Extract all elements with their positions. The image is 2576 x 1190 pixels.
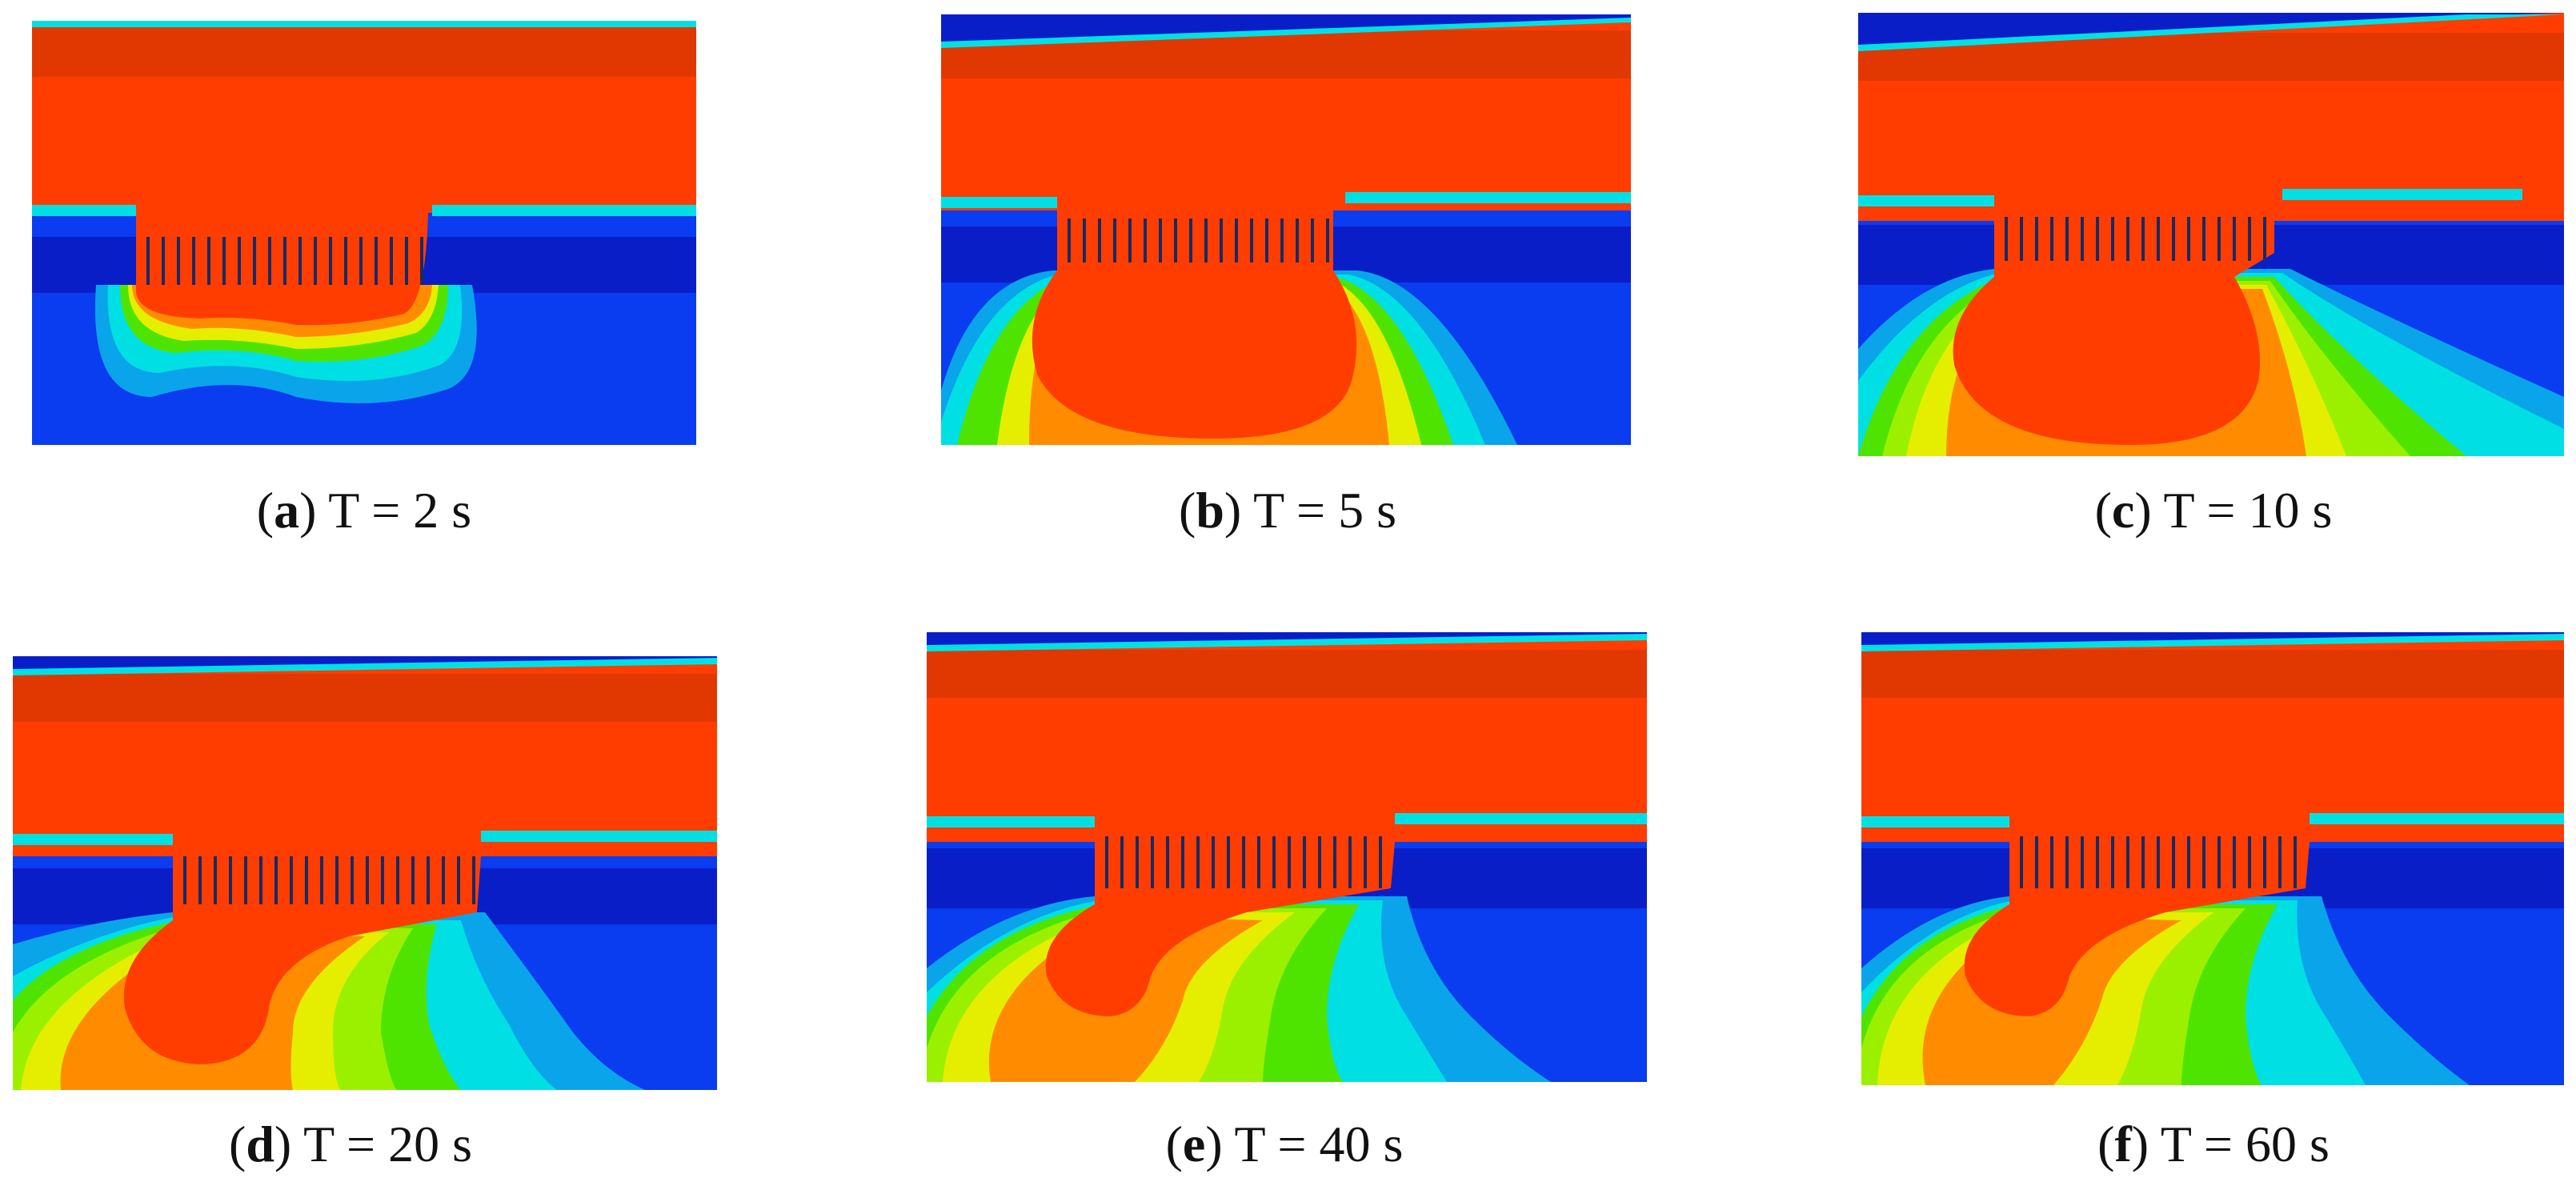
surface-cyan — [1861, 634, 2564, 651]
left-ground-strip — [941, 197, 1057, 208]
pile-array — [1105, 836, 1382, 888]
right-ground-strip — [1395, 813, 1647, 824]
surface-cyan — [927, 634, 1647, 651]
panel-b — [941, 14, 1631, 445]
dark-layer — [927, 650, 1647, 698]
panel-c — [1858, 13, 2564, 456]
contour-plot-d — [13, 656, 717, 1090]
left-ground-strip — [1858, 195, 1994, 206]
plume-core — [1032, 210, 1357, 439]
left-ground-strip — [13, 834, 173, 845]
left-ground-strip — [927, 816, 1095, 827]
panel-d — [13, 656, 717, 1090]
contour-plot-c — [1858, 13, 2564, 456]
contour-plot-f — [1861, 632, 2564, 1085]
pile-array — [2020, 836, 2297, 888]
caption-f: (f) T = 60 s — [2097, 1116, 2330, 1172]
pile-array — [146, 237, 423, 285]
contour-plot-a — [32, 21, 696, 445]
surface-strip — [1858, 13, 2564, 49]
plume-core — [1045, 842, 1395, 1016]
plume-core — [123, 856, 481, 1064]
dark-layer — [1861, 650, 2564, 698]
contour-plot-e — [927, 632, 1647, 1082]
right-ground-strip — [481, 831, 717, 842]
caption-c: (c) T = 10 s — [2094, 482, 2333, 539]
right-ground-strip — [2310, 813, 2564, 824]
right-ground-strip — [2282, 189, 2522, 200]
caption-b: (b) T = 5 s — [1179, 482, 1396, 539]
surface-cyan — [1858, 14, 2564, 51]
panel-a — [32, 21, 696, 445]
caption-a: (a) T = 2 s — [256, 482, 472, 539]
dark-layer — [13, 674, 717, 722]
right-ground-strip — [432, 205, 696, 216]
pile-array — [1068, 218, 1329, 262]
caption-e: (e) T = 40 s — [1165, 1116, 1404, 1172]
left-ground-strip — [32, 205, 136, 216]
surface-strip — [32, 21, 696, 27]
right-ground-strip — [1345, 192, 1631, 203]
surface-cyan — [13, 658, 717, 675]
caption-d: (d) T = 20 s — [229, 1116, 472, 1172]
pile-array — [2005, 217, 2266, 261]
contour-plot-b — [941, 14, 1631, 445]
plume-core — [1953, 221, 2274, 445]
left-ground-strip — [1861, 816, 2009, 827]
panel-e — [927, 632, 1647, 1082]
pile-array — [183, 856, 475, 904]
dark-layer — [32, 25, 696, 77]
surface-cyan — [941, 18, 1631, 48]
panel-f — [1861, 632, 2564, 1085]
